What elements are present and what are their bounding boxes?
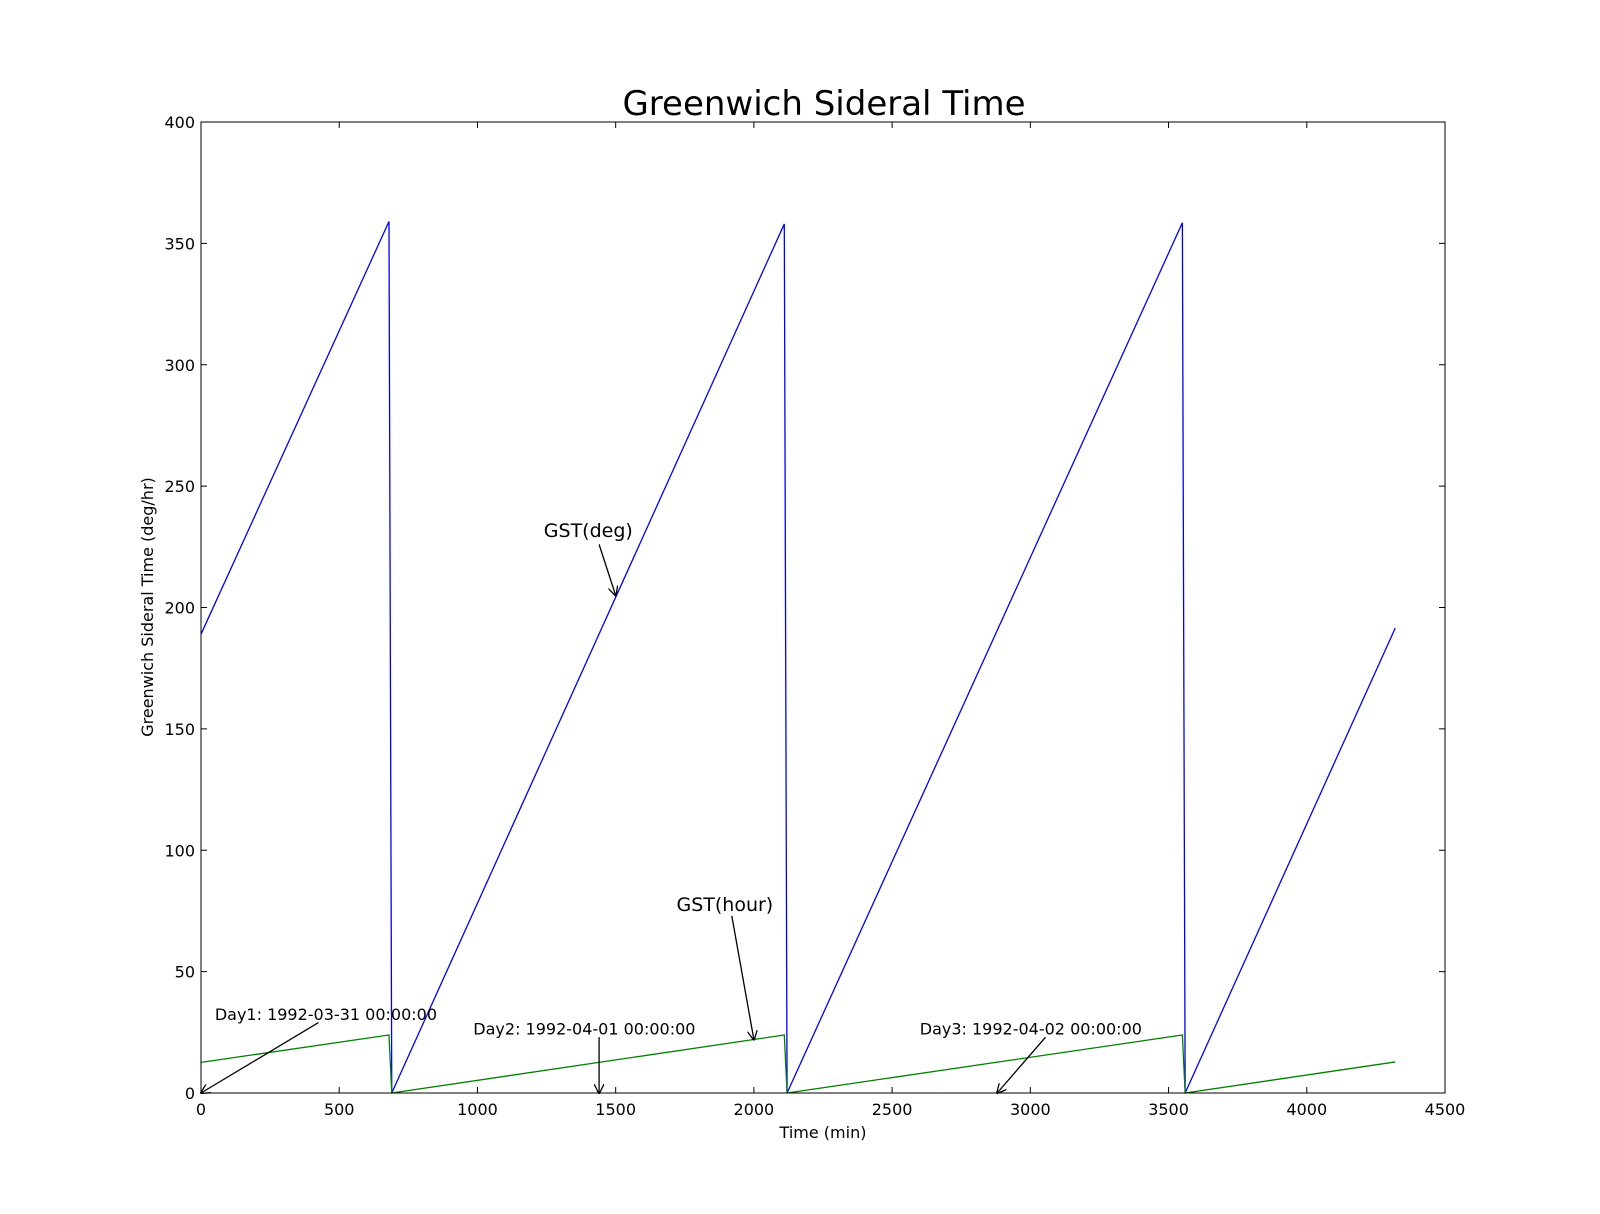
x-tick-label: 0 [196,1100,206,1119]
x-tick-label: 1500 [595,1100,636,1119]
series-line-1 [200,221,1396,1094]
y-tick-label: 0 [185,1084,195,1103]
annotation-text: Day1: 1992-03-31 00:00:00 [215,1005,437,1024]
x-tick-label: 500 [324,1100,355,1119]
y-tick-label: 200 [164,599,195,618]
annotation-3: Day1: 1992-03-31 00:00:00 [201,1005,437,1093]
annotation-1: GST(deg) [544,520,633,595]
y-tick-label: 300 [164,356,195,375]
y-tick-label: 100 [164,841,195,860]
x-tick-label: 4000 [1286,1100,1327,1119]
x-tick-label: 1000 [457,1100,498,1119]
y-tick-label: 400 [164,113,195,132]
annotation-2: GST(hour) [676,894,773,1040]
x-axis: 0 500 1000 1500 2000 2500 3000 3500 4000 4500 [196,122,1465,1119]
annotation-text: GST(hour) [676,894,773,916]
y-tick-label: 350 [164,234,195,253]
annotation-arrow [997,1036,1047,1093]
y-axis-label: Greenwich Sideral Time (deg/hr) [138,477,157,737]
plot-frame [200,121,1446,1094]
y-axis: 0 50 100 150 200 250 300 350 400 [164,113,1445,1103]
x-tick-label: 2000 [734,1100,775,1119]
x-tick-label: 3000 [1010,1100,1051,1119]
series-layer [200,221,1396,1094]
series-line-2 [200,1034,1396,1094]
annotation-arrow [201,1022,319,1093]
annotation-arrow [598,544,616,595]
y-tick-label: 250 [164,477,195,496]
y-tick-label: 50 [175,963,195,982]
chart-title: Greenwich Sideral Time [622,84,1025,124]
annotation-4: Day2: 1992-04-01 00:00:00 [473,1020,695,1093]
annotation-arrow [731,915,754,1040]
annotation-text: Day2: 1992-04-01 00:00:00 [473,1020,695,1039]
x-axis-label: Time (min) [779,1123,867,1142]
x-tick-label: 4500 [1425,1100,1466,1119]
x-tick-label: 3500 [1148,1100,1189,1119]
y-tick-label: 150 [164,720,195,739]
annotation-layer: GST(deg) GST(hour) Day1: 1992-03-31 00:00:… [201,520,1142,1093]
annotation-text: Day3: 1992-04-02 00:00:00 [920,1020,1142,1039]
x-tick-label: 2500 [872,1100,913,1119]
annotation-text: GST(deg) [544,520,633,542]
annotation-5: Day3: 1992-04-02 00:00:00 [920,1020,1142,1093]
